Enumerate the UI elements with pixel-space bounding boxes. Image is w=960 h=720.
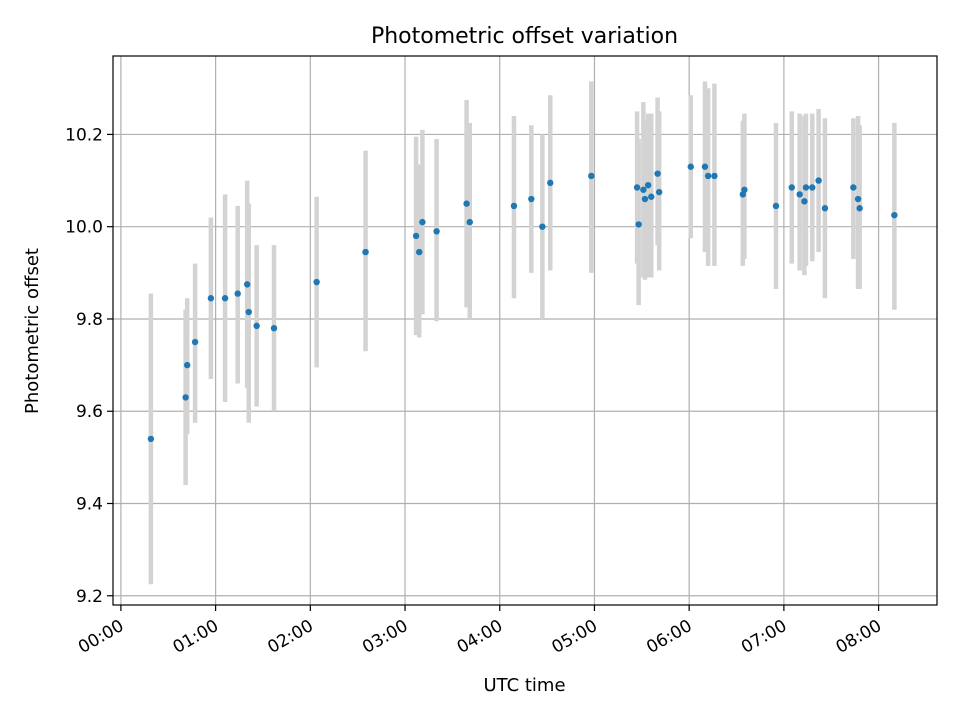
data-point	[243, 281, 251, 288]
data-point	[772, 202, 780, 210]
data-point	[796, 191, 803, 198]
y-tick-label: 9.6	[76, 402, 103, 422]
data-point	[510, 202, 518, 210]
data-point	[711, 172, 718, 180]
data-point	[147, 435, 155, 443]
data-point	[641, 195, 649, 203]
data-point	[412, 232, 420, 240]
data-point	[253, 322, 260, 330]
data-point	[815, 177, 822, 184]
data-point	[419, 218, 426, 226]
data-point	[234, 290, 241, 297]
data-point	[809, 184, 816, 191]
data-point	[648, 193, 655, 200]
data-point	[207, 295, 215, 302]
data-point	[687, 163, 694, 170]
y-axis-ticks: 9.2 9.4 9.6 9.8 10.0 10.2	[65, 125, 113, 607]
y-tick-label: 10.2	[65, 125, 103, 145]
data-point	[416, 248, 423, 256]
data-point	[547, 179, 554, 187]
chart-title: Photometric offset variation	[371, 24, 678, 49]
data-point	[588, 172, 595, 180]
y-tick-label: 9.4	[76, 495, 103, 515]
data-point	[850, 184, 857, 191]
data-points	[147, 163, 898, 443]
data-point	[644, 181, 652, 189]
data-point	[856, 205, 863, 212]
data-point	[433, 228, 440, 235]
y-tick-label: 10.0	[65, 218, 103, 238]
data-point	[466, 218, 473, 226]
data-point	[539, 223, 546, 230]
data-point	[191, 338, 199, 346]
data-point	[788, 184, 795, 191]
data-point	[802, 184, 810, 191]
data-point	[821, 205, 829, 212]
data-point	[741, 186, 748, 193]
data-point	[528, 195, 535, 203]
y-tick-label: 9.8	[76, 310, 103, 330]
x-axis-label: UTC time	[483, 675, 565, 696]
data-point	[633, 184, 641, 191]
data-point	[640, 186, 647, 193]
data-point	[654, 170, 661, 177]
data-point	[635, 221, 642, 228]
data-point	[270, 324, 278, 332]
data-point	[701, 163, 709, 170]
data-point	[221, 295, 229, 302]
data-point	[183, 361, 191, 369]
data-point	[463, 200, 470, 207]
data-point	[801, 198, 808, 205]
data-point	[362, 248, 369, 256]
data-point	[655, 188, 663, 196]
data-point	[891, 211, 898, 219]
y-tick-label: 9.2	[76, 587, 103, 607]
data-point	[704, 172, 712, 180]
y-axis-label: Photometric offset	[22, 248, 43, 414]
data-point	[245, 308, 252, 316]
data-point	[854, 195, 862, 203]
data-point	[313, 278, 320, 286]
data-point	[182, 394, 189, 401]
plot-frame	[112, 55, 938, 606]
